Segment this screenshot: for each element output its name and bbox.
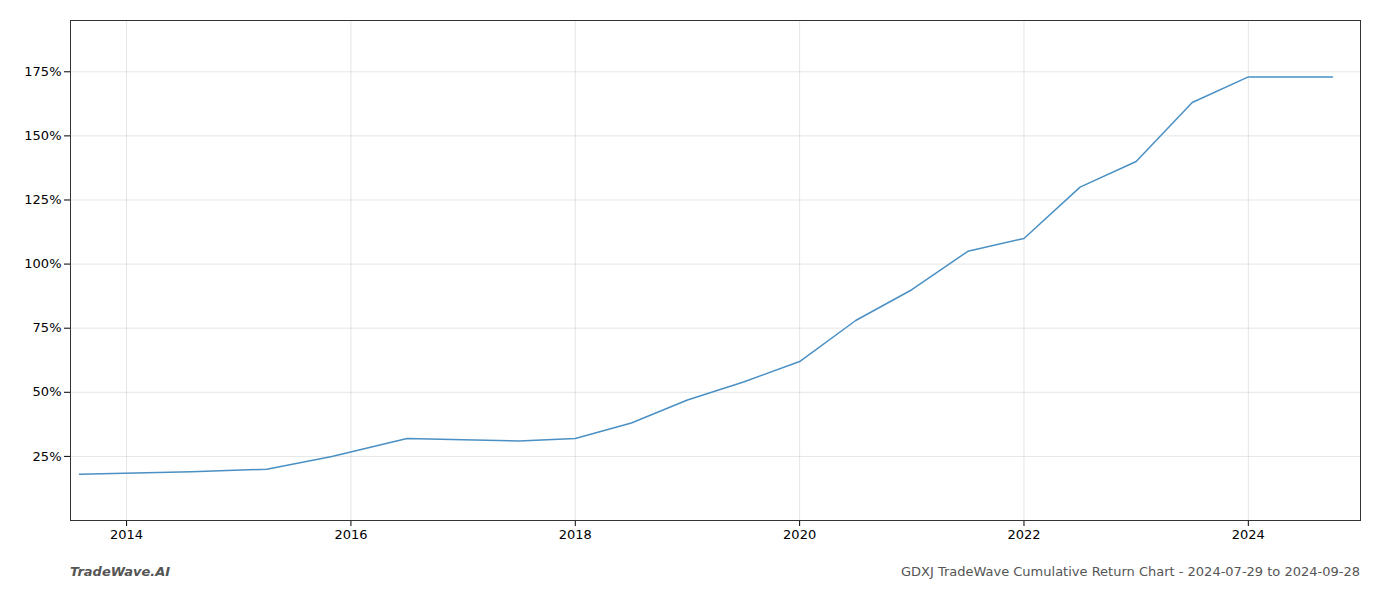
svg-text:2024: 2024: [1232, 527, 1265, 542]
svg-text:75%: 75%: [33, 320, 62, 335]
svg-text:150%: 150%: [24, 128, 61, 143]
svg-text:2022: 2022: [1007, 527, 1040, 542]
svg-text:2016: 2016: [334, 527, 367, 542]
svg-text:2018: 2018: [559, 527, 592, 542]
svg-text:25%: 25%: [33, 449, 62, 464]
svg-text:100%: 100%: [24, 256, 61, 271]
svg-text:2014: 2014: [110, 527, 143, 542]
svg-text:125%: 125%: [24, 192, 61, 207]
svg-text:2020: 2020: [783, 527, 816, 542]
html-text:GDXJ TradeWave Cumulative Retu: GDXJ TradeWave Cumulative Return Chart -…: [900, 564, 1360, 579]
svg-text:175%: 175%: [24, 64, 61, 79]
html-text:TradeWave.AI: TradeWave.AI: [70, 564, 171, 579]
svg-text:50%: 50%: [33, 384, 62, 399]
